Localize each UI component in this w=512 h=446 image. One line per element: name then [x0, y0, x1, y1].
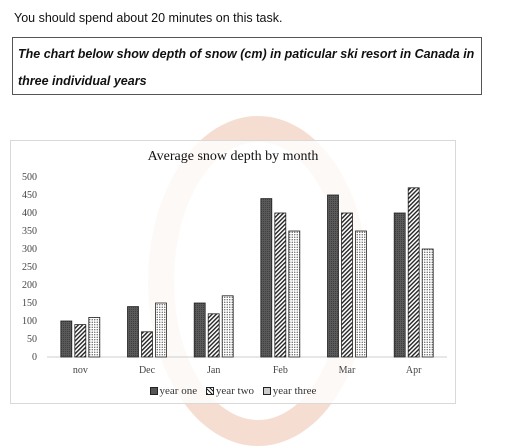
legend-item-year-one: year one	[149, 385, 198, 397]
y-tick-label: 250	[22, 262, 37, 273]
task-prompt-text: The chart below show depth of snow (cm) …	[18, 47, 475, 88]
y-tick-label: 450	[22, 190, 37, 201]
legend-label: year one	[159, 385, 198, 397]
y-tick-label: 200	[22, 280, 37, 291]
bar-year-one	[127, 306, 139, 358]
x-tick-label: nov	[73, 365, 88, 376]
bar-chart: 0 50 100 150 200 250 300 350 400 450 500 nov Dec Jan…	[22, 172, 447, 376]
task-prompt-box: The chart below show depth of snow (cm) …	[12, 37, 482, 95]
x-tick-label: Apr	[406, 365, 422, 376]
bar-year-two	[341, 212, 353, 358]
x-tick-label: Jan	[207, 365, 220, 376]
y-tick-label: 0	[32, 352, 37, 363]
legend-label: year two	[215, 385, 255, 397]
chart-legend: year one year two year three	[11, 385, 455, 398]
bar-year-three	[355, 230, 367, 358]
bar-year-three	[221, 295, 234, 358]
legend-swatch-solid	[149, 387, 158, 395]
y-tick-label: 50	[27, 334, 37, 345]
legend-item-year-three: year three	[262, 385, 317, 397]
y-tick-label: 350	[22, 226, 37, 237]
bar-year-three	[155, 302, 167, 358]
bar-year-one	[193, 302, 206, 358]
bar-year-three	[288, 230, 301, 358]
legend-swatch-diagonal	[205, 387, 214, 395]
bar-year-two	[407, 187, 420, 358]
bar-year-one	[327, 194, 339, 358]
bar-year-one	[393, 212, 406, 358]
bar-year-two	[274, 212, 287, 358]
bar-year-three	[88, 316, 101, 358]
y-tick-label: 150	[22, 298, 37, 309]
legend-label: year three	[272, 385, 317, 397]
bar-year-two	[141, 331, 153, 358]
x-tick-label: Mar	[339, 365, 356, 376]
chart-title: Average snow depth by month	[147, 149, 319, 164]
instruction-text: You should spend about 20 minutes on thi…	[14, 11, 283, 25]
legend-swatch-dotted	[262, 387, 271, 395]
y-tick-label: 100	[22, 316, 37, 327]
bar-year-three	[421, 248, 434, 358]
bar-year-one	[60, 320, 73, 358]
bar-year-one	[260, 198, 273, 358]
x-tick-label: Feb	[273, 365, 288, 376]
y-tick-label: 300	[22, 244, 37, 255]
chart-frame: Average snow depth by month 0 50 100 150 200…	[10, 140, 456, 404]
y-tick-label: 400	[22, 208, 37, 219]
bar-year-two	[74, 324, 87, 358]
bar-year-two	[207, 313, 220, 358]
legend-item-year-two: year two	[205, 385, 255, 397]
x-tick-label: Dec	[139, 365, 156, 376]
y-tick-label: 500	[22, 172, 37, 183]
